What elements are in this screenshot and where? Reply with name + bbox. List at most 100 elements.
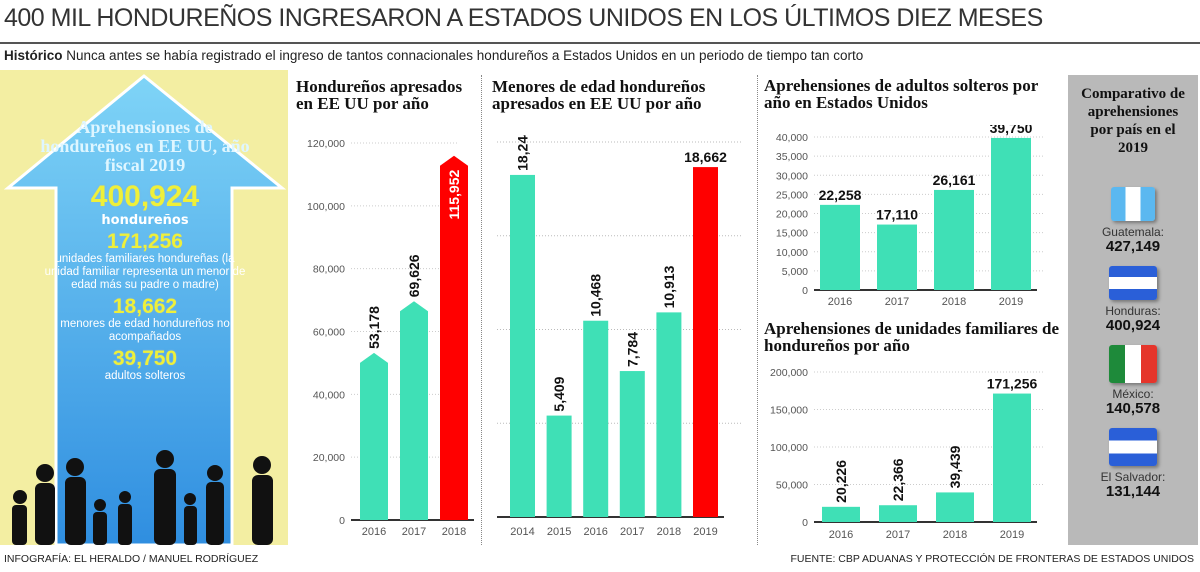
adults-label: adultos solteros [104, 370, 186, 382]
total-value: 400,924 [90, 180, 200, 213]
bar-2018 [934, 189, 974, 290]
country-mexico: México: 140,578 [1068, 345, 1198, 416]
bar-value-label: 18,244 [515, 135, 531, 171]
bar-2017 [619, 371, 645, 517]
summary-panel: Aprehensiones de hondureños en EE UU, añ… [0, 70, 288, 545]
country-value: 427,149 [1105, 238, 1161, 255]
up-arrow-graphic [3, 74, 287, 545]
country-name: Guatemala: [1101, 225, 1165, 239]
summary-text: Aprehensiones de hondureños en EE UU, añ… [40, 118, 250, 383]
x-tick-label: 2019 [1000, 529, 1024, 541]
x-tick-label: 2018 [942, 296, 966, 308]
x-tick-label: 2016 [583, 526, 607, 538]
x-tick-label: 2017 [886, 529, 910, 541]
bar-value-label: 17,110 [876, 207, 918, 223]
subtitle: Histórico Nunca antes se había registrad… [4, 48, 863, 63]
x-tick-label: 2016 [362, 526, 386, 538]
divider [757, 75, 758, 545]
chart-2-title: Menores de edad hondureños apresados en … [492, 77, 706, 113]
minors-value: 18,662 [112, 295, 178, 318]
bar-value-label: 22,366 [890, 458, 906, 501]
bar-value-label: 10,468 [588, 274, 604, 317]
y-tick-label: 0 [802, 285, 808, 297]
summary-heading: Aprehensiones de hondureños en EE UU, añ… [40, 117, 250, 175]
y-tick-label: 40,000 [313, 389, 345, 401]
source: FUENTE: CBP ADUANAS Y PROTECCIÓN DE FRON… [790, 553, 1194, 565]
bar-value-label: 39,750 [990, 125, 1033, 136]
x-tick-label: 2015 [547, 526, 571, 538]
adults-value: 39,750 [112, 347, 178, 370]
y-tick-label: 5,000 [782, 266, 808, 278]
bar-2017 [400, 301, 428, 520]
chart-hondurans-apprehended: 0 20,000 40,000 60,000 80,000 100,000 120,000 5… [307, 138, 474, 538]
bar-value-label: 39,439 [947, 445, 963, 488]
families-label: unidades familiares hondureñas (la unida… [44, 253, 246, 291]
y-tick-label: 20,000 [313, 452, 345, 464]
country-name: Honduras: [1105, 304, 1161, 318]
country-name: México: [1112, 387, 1154, 401]
x-tick-label: 2014 [510, 526, 534, 538]
subtitle-text: Nunca antes se había registrado el ingre… [66, 48, 864, 63]
x-tick-label: 2016 [829, 529, 853, 541]
bar-2016 [583, 320, 609, 517]
x-tick-label: 2017 [620, 526, 644, 538]
bar-value-label: 5,409 [551, 376, 567, 411]
country-value: 400,924 [1105, 317, 1161, 334]
bar-2017 [877, 224, 917, 290]
honduras-flag-icon [1109, 266, 1157, 300]
comparison-title: Comparativo de aprehensiones por país en… [1081, 86, 1185, 156]
y-tick-label: 20,000 [776, 209, 808, 221]
y-tick-label: 30,000 [776, 170, 808, 182]
bar-value-label: 26,161 [933, 172, 976, 188]
chart-single-adults: 0 5,000 10,000 15,000 20,000 25,000 30,000 35,0… [776, 125, 1045, 308]
chart-4-title: Aprehensiones de unidades familiares de … [764, 319, 1060, 355]
y-tick-label: 100,000 [307, 201, 345, 213]
bar-2015 [546, 415, 572, 517]
divider [481, 75, 482, 545]
bar-2014 [510, 174, 535, 518]
y-tick-label: 150,000 [770, 405, 808, 417]
bar-value-label: 69,626 [406, 254, 422, 297]
y-tick-label: 100,000 [770, 442, 808, 454]
x-tick-label: 2018 [943, 529, 967, 541]
bar-value-label: 18,662 [684, 149, 727, 165]
y-tick-label: 35,000 [776, 151, 808, 163]
bar-value-label: 171,256 [987, 376, 1038, 392]
bar-2017 [879, 505, 917, 522]
migrants-silhouette-graphic [12, 450, 273, 545]
y-tick-label: 60,000 [313, 327, 345, 339]
x-tick-label: 2019 [999, 296, 1023, 308]
y-tick-label: 10,000 [776, 247, 808, 259]
y-tick-label: 0 [339, 515, 345, 527]
bar-2019 [991, 137, 1031, 290]
country-value: 131,144 [1105, 483, 1161, 500]
bar-2019 [693, 167, 718, 517]
x-tick-label: 2019 [693, 526, 717, 538]
bar-value-label: 20,226 [833, 460, 849, 503]
total-label: hondureños [101, 213, 189, 228]
guatemala-flag-icon [1111, 187, 1155, 221]
bar-2018 [936, 492, 974, 522]
x-tick-label: 2018 [442, 526, 466, 538]
el-salvador-flag-icon [1109, 428, 1157, 466]
y-tick-label: 0 [802, 517, 808, 529]
country-honduras: Honduras: 400,924 [1068, 266, 1198, 333]
bar-2018 [440, 155, 468, 520]
families-value: 171,256 [107, 230, 183, 253]
y-tick-label: 80,000 [313, 264, 345, 276]
x-tick-label: 2016 [828, 296, 852, 308]
y-tick-label: 25,000 [776, 189, 808, 201]
chart-minors-apprehended: 18,244 2014 5,409 2015 10,468 2016 7,784 2017 10… [497, 135, 743, 538]
country-name: El Salvador: [1100, 470, 1166, 484]
bar-value-label: 22,258 [819, 187, 862, 203]
mexico-flag-icon [1109, 345, 1157, 383]
country-value: 140,578 [1105, 400, 1161, 417]
y-tick-label: 50,000 [776, 480, 808, 492]
bar-value-label: 115,952 [446, 170, 462, 220]
y-tick-label: 40,000 [776, 132, 808, 144]
subtitle-lead: Histórico [4, 48, 63, 63]
page-title: 400 MIL HONDUREÑOS INGRESARON A ESTADOS … [4, 4, 1043, 32]
bar-2019 [993, 393, 1031, 522]
chart-family-units: 0 50,000 100,000 150,000 200,000 20,226 2016 22… [770, 367, 1045, 541]
bar-2016 [822, 506, 860, 522]
